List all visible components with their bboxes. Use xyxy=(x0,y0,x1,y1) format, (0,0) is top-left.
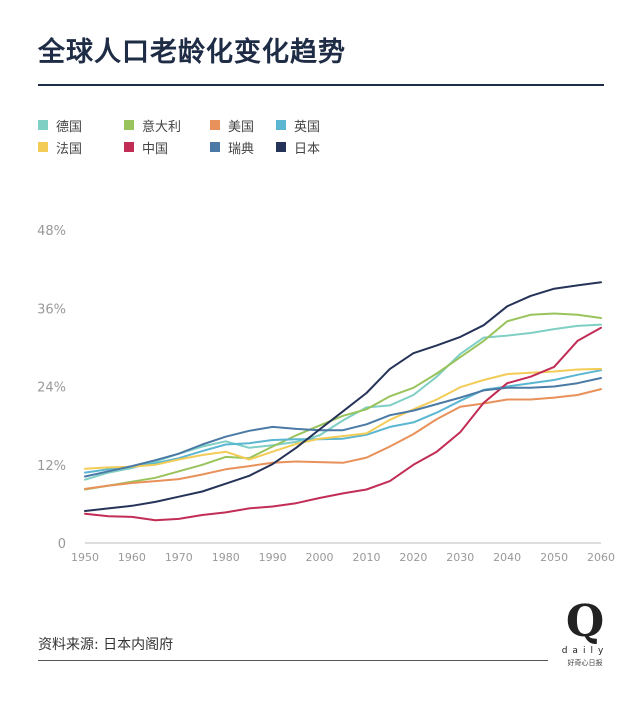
source-note: 资料来源: 日本内阁府 xyxy=(38,637,174,653)
x-tick-label: 1980 xyxy=(212,551,240,564)
legend-item: 意大利 xyxy=(124,117,210,135)
x-tick-label: 1970 xyxy=(165,551,193,564)
legend-swatch xyxy=(210,142,220,152)
legend-label: 法国 xyxy=(56,141,83,157)
legend-item: 法国 xyxy=(38,139,124,157)
legend-item: 美国 xyxy=(210,117,276,135)
legend-swatch xyxy=(124,142,134,152)
legend-swatch xyxy=(38,120,48,130)
x-tick-label: 1990 xyxy=(259,551,287,564)
logo-word: daily xyxy=(561,646,609,656)
legend-swatch xyxy=(38,142,48,152)
legend-label: 德国 xyxy=(56,119,83,135)
x-tick-label: 2010 xyxy=(352,551,380,564)
series-line-英国 xyxy=(84,369,602,474)
legend-label: 中国 xyxy=(142,141,169,157)
series-line-美国 xyxy=(84,388,602,490)
x-tick-label: 2060 xyxy=(587,551,615,564)
y-tick-label: 0 xyxy=(58,537,66,552)
series-line-意大利 xyxy=(84,312,602,491)
y-tick-label: 48% xyxy=(37,224,66,239)
legend-item: 瑞典 xyxy=(210,139,276,157)
y-tick-label: 12% xyxy=(37,459,66,474)
legend: 德国 意大利 美国 英国法国 中国 瑞典 日本 xyxy=(38,117,366,157)
legend-swatch xyxy=(124,120,134,130)
legend-label: 日本 xyxy=(294,141,321,157)
legend-item: 英国 xyxy=(276,117,366,135)
x-tick-label: 2000 xyxy=(306,551,334,564)
legend-swatch xyxy=(276,120,286,130)
legend-label: 英国 xyxy=(294,119,321,135)
logo-letter: Q xyxy=(565,596,605,647)
y-tick-label: 36% xyxy=(37,302,66,317)
legend-label: 瑞典 xyxy=(228,141,255,157)
series-line-法国 xyxy=(84,367,602,470)
legend-swatch xyxy=(210,120,220,130)
x-tick-label: 2020 xyxy=(399,551,427,564)
qdaily-logo: Q daily 好奇心日报 xyxy=(560,600,610,672)
legend-item: 中国 xyxy=(124,139,210,157)
title-divider xyxy=(38,84,604,86)
x-tick-label: 2050 xyxy=(540,551,568,564)
legend-label: 美国 xyxy=(228,119,255,135)
series-line-日本 xyxy=(84,281,602,512)
y-tick-label: 24% xyxy=(37,381,66,396)
chart-title: 全球人口老龄化变化趋势 xyxy=(38,37,346,68)
legend-swatch xyxy=(276,142,286,152)
x-tick-label: 1950 xyxy=(71,551,99,564)
legend-item: 日本 xyxy=(276,139,366,157)
x-tick-label: 2030 xyxy=(446,551,474,564)
series-line-中国 xyxy=(84,326,602,522)
logo-subtitle: 好奇心日报 xyxy=(567,659,603,667)
x-tick-label: 1960 xyxy=(118,551,146,564)
x-tick-label: 2040 xyxy=(493,551,521,564)
legend-item: 德国 xyxy=(38,117,124,135)
legend-label: 意大利 xyxy=(142,119,182,135)
series-line-德国 xyxy=(84,323,602,481)
series-line-瑞典 xyxy=(84,377,602,478)
footer-divider xyxy=(38,660,548,661)
